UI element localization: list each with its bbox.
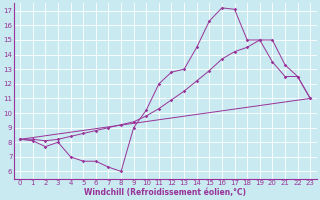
- X-axis label: Windchill (Refroidissement éolien,°C): Windchill (Refroidissement éolien,°C): [84, 188, 246, 197]
